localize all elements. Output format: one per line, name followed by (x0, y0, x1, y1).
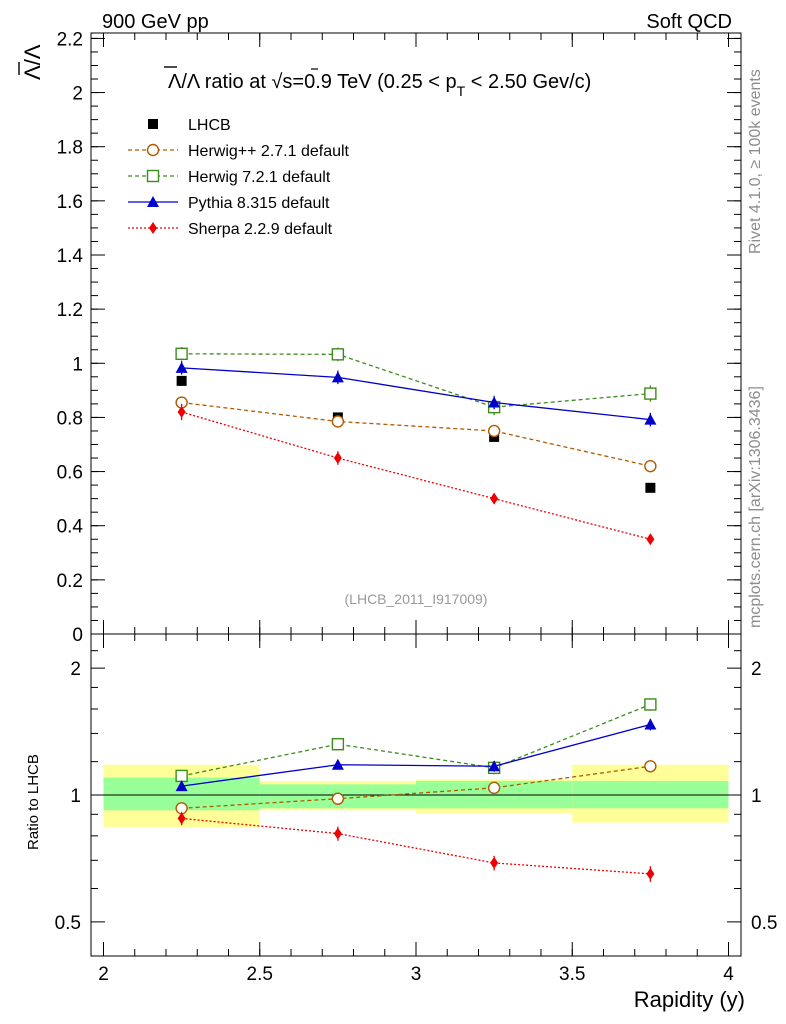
herwigpp-ratio-point (487, 781, 501, 795)
main-title: Λ/Λ ratio at √s=0.9 TeV (0.25 < pT < 2.5… (168, 71, 591, 99)
x-tick-label: 4 (723, 964, 734, 985)
sherpa-main-line (181, 411, 651, 540)
main-y-axis-label: Λ/Λ (20, 44, 45, 80)
y-tick-label: 1.4 (57, 246, 84, 267)
y-tick-label: 1 (72, 354, 83, 375)
legend-label-herwigpp: Herwig++ 2.7.1 default (188, 143, 350, 160)
herwig7-main-point (175, 347, 188, 361)
sherpa-ratio-point (490, 856, 499, 869)
x-axis-label: Rapidity (y) (634, 987, 745, 1012)
pythia-main-point (331, 371, 344, 383)
sherpa-main-point (646, 533, 655, 546)
y-tick-label: 2.2 (57, 29, 83, 50)
sherpa-ratio-line (181, 817, 651, 875)
legend-marker-lhcb (148, 119, 158, 129)
herwigpp-main-line (181, 401, 651, 467)
x-tick-label: 3 (411, 964, 422, 985)
legend-label-herwig7: Herwig 7.2.1 default (188, 169, 331, 186)
sherpa-ratio-point (646, 867, 655, 880)
ratio-y-tick-label-right: 1 (751, 786, 762, 807)
herwig7-ratio-point (331, 737, 345, 751)
x-axis-ticks: 2 2.5 3 3.5 4 (98, 33, 734, 985)
y-tick-label: 2 (72, 84, 83, 105)
legend-marker-herwigpp (146, 143, 160, 157)
legend: LHCB Herwig++ 2.7.1 default Herwig 7.2.1 d… (128, 117, 350, 238)
header-right: Soft QCD (646, 11, 732, 33)
sherpa-ratio-point (333, 827, 342, 840)
herwigpp-main-point (644, 459, 657, 473)
pythia-main-point (644, 413, 657, 425)
sherpa-main-point (490, 492, 499, 505)
pythia-ratio-line (181, 723, 651, 787)
y-tick-label: 0 (72, 625, 83, 646)
ratio-y-axis-label: Ratio to LHCB (25, 754, 42, 850)
ratio-y-tick-label-right: 2 (751, 659, 762, 680)
main-ticks: 0 0.2 0.4 0.6 0.8 1 1.2 1.4 1.6 1.8 2 2.2 (57, 29, 741, 646)
herwig7-ratio-point (175, 769, 188, 783)
lhcb-data-point (176, 375, 187, 386)
legend-marker-sherpa (149, 222, 157, 234)
legend-label-pythia: Pythia 8.315 default (188, 195, 330, 212)
sherpa-main-point (333, 452, 342, 465)
y-tick-label: 1.2 (57, 300, 83, 321)
pythia-ratio-point (644, 718, 657, 730)
ratio-bands (103, 764, 729, 827)
ratio-panel: 0.5 0.5 1 1 2 2 Ratio to LHCB (25, 633, 777, 957)
herwig7-main-point (644, 387, 657, 400)
legend-label-lhcb: LHCB (188, 117, 231, 134)
pythia-ratio-point (331, 758, 344, 770)
main-panel: 0 0.2 0.4 0.6 0.8 1 1.2 1.4 1.6 1.8 2 2.2 Λ/Λ ratio… (18, 29, 742, 646)
mcplots-source-label: mcplots.cern.ch [arXiv:1306.3436] (747, 386, 764, 628)
ratio-y-tick-label: 2 (70, 659, 81, 680)
pythia-ratio-point (175, 780, 188, 792)
header-left: 900 GeV pp (102, 11, 209, 33)
lhcb-data-point (645, 482, 656, 493)
pythia-ratio-point (488, 760, 501, 772)
ratio-y-tick-label: 1 (70, 786, 81, 807)
herwig7-main-line (181, 353, 651, 408)
legend-marker-pythia (147, 196, 159, 207)
y-tick-label: 0.6 (57, 463, 83, 484)
herwig7-ratio-line (181, 703, 651, 777)
x-tick-label: 2 (98, 964, 109, 985)
x-tick-label: 3.5 (559, 964, 585, 985)
title-prefix: Λ/Λ ratio at √s=0.9 TeV (0.25 < p (168, 71, 457, 93)
y-tick-label: 1.6 (57, 192, 83, 213)
ratio-series-layer (175, 698, 657, 882)
y-tick-label: 0.2 (57, 571, 83, 592)
analysis-watermark: (LHCB_2011_I917009) (345, 591, 488, 607)
main-series-layer (175, 347, 657, 546)
herwigpp-ratio-line (181, 765, 651, 809)
ratio-ticks: 0.5 0.5 1 1 2 2 (55, 650, 777, 934)
herwigpp-main-point (487, 424, 501, 438)
herwig7-ratio-point (644, 698, 657, 711)
herwig7-main-point (331, 348, 345, 361)
sherpa-main-point (177, 406, 186, 419)
herwigpp-main-point (331, 415, 345, 428)
legend-label-sherpa: Sherpa 2.2.9 default (188, 221, 333, 238)
ratio-y-tick-label: 0.5 (55, 913, 81, 934)
y-tick-label: 0.4 (57, 517, 84, 538)
ratio-y-tick-label-right: 0.5 (751, 913, 777, 934)
x-tick-label: 2.5 (247, 964, 273, 985)
y-tick-label: 0.8 (57, 408, 83, 429)
sherpa-ratio-point (177, 812, 186, 825)
pythia-main-line (181, 367, 651, 421)
pythia-main-point (488, 396, 501, 408)
title-suffix: < 2.50 Gev/c) (465, 71, 591, 93)
pythia-main-point (175, 361, 188, 373)
herwigpp-ratio-point (331, 792, 345, 805)
y-tick-label: 1.8 (57, 138, 83, 159)
title-subscript: T (457, 83, 466, 99)
legend-marker-herwig7 (146, 169, 160, 183)
herwigpp-ratio-point (644, 760, 657, 773)
rivet-version-label: Rivet 4.1.0, ≥ 100k events (747, 69, 764, 254)
